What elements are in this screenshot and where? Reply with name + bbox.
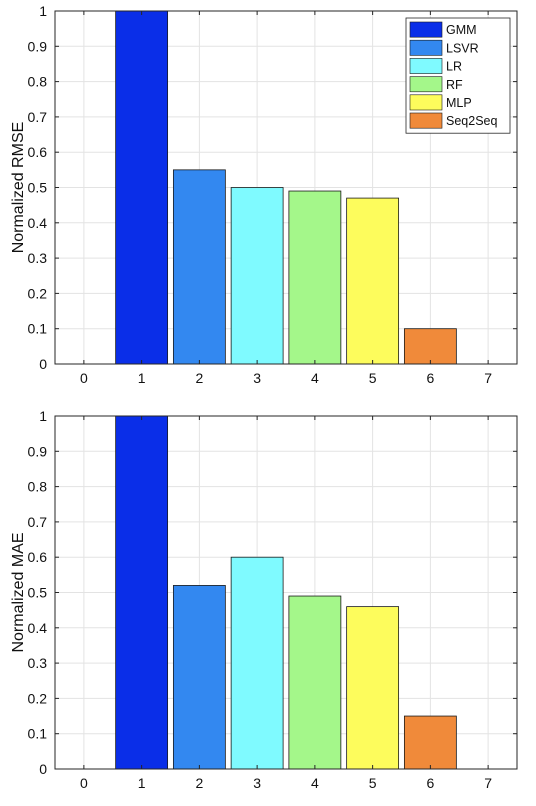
bar-lr bbox=[230, 187, 284, 365]
x-tick-label: 4 bbox=[311, 370, 319, 386]
bar-x6 bbox=[403, 715, 457, 770]
y-axis-label: Normalized RMSE bbox=[10, 122, 27, 254]
y-tick-label: 0.6 bbox=[28, 549, 48, 565]
bar-lsvr bbox=[172, 169, 226, 365]
x-tick-label: 1 bbox=[138, 370, 146, 386]
legend: GMM LSVR LR RF MLP Seq2Seq bbox=[405, 17, 511, 134]
x-tick-label: 0 bbox=[80, 370, 88, 386]
legend-swatch bbox=[409, 21, 443, 38]
mae-chart: 0 1 2 3 4 5 6 7 0 0.1 0.2 0.3 0.4 0.5 0.6 0.7 0.8 0.9 1 Nor… bbox=[10, 408, 518, 791]
y-tick-label: 0.1 bbox=[28, 726, 48, 742]
legend-swatch bbox=[409, 39, 443, 56]
y-tick-label: 0.9 bbox=[28, 443, 48, 459]
y-tick-label: 0 bbox=[39, 356, 47, 372]
y-axis-label: Normalized MAE bbox=[10, 532, 27, 652]
bar-mlp bbox=[346, 197, 400, 365]
bar-seq2seq bbox=[403, 328, 457, 365]
legend-entry: Seq2Seq bbox=[446, 114, 497, 128]
x-tick-label: 6 bbox=[426, 370, 434, 386]
bar-x5 bbox=[346, 606, 400, 770]
legend-entry: RF bbox=[446, 78, 463, 92]
x-tick-label: 3 bbox=[253, 775, 261, 791]
x-tick-label: 3 bbox=[253, 370, 261, 386]
x-tick-label: 2 bbox=[195, 370, 203, 386]
y-tick-label: 0.5 bbox=[28, 585, 48, 601]
legend-entry: MLP bbox=[446, 96, 472, 110]
legend-entry: LSVR bbox=[446, 41, 479, 55]
x-tick-label: 1 bbox=[138, 775, 146, 791]
bar-x2 bbox=[172, 585, 226, 770]
y-tick-label: 0.2 bbox=[28, 690, 48, 706]
y-tick-label: 0.2 bbox=[28, 285, 48, 301]
x-tick-label: 5 bbox=[369, 370, 377, 386]
x-tick-label: 7 bbox=[484, 370, 492, 386]
y-tick-label: 0.4 bbox=[28, 620, 48, 636]
y-tick-label: 0.8 bbox=[28, 74, 48, 90]
legend-swatch bbox=[409, 76, 443, 93]
x-tick-label: 2 bbox=[195, 775, 203, 791]
bar-x1 bbox=[115, 415, 169, 770]
x-tick-label: 5 bbox=[369, 775, 377, 791]
x-tick-label: 6 bbox=[426, 775, 434, 791]
y-tick-label: 0.6 bbox=[28, 144, 48, 160]
y-tick-label: 0.9 bbox=[28, 38, 48, 54]
y-tick-label: 0.7 bbox=[28, 109, 48, 125]
y-tick-label: 0.7 bbox=[28, 514, 48, 530]
y-tick-label: 0.1 bbox=[28, 321, 48, 337]
y-tick-label: 0 bbox=[39, 761, 47, 777]
legend-entry: GMM bbox=[446, 23, 477, 37]
x-tick-label: 7 bbox=[484, 775, 492, 791]
y-tick-label: 0.8 bbox=[28, 479, 48, 495]
legend-swatch bbox=[409, 112, 443, 129]
y-tick-label: 1 bbox=[39, 408, 47, 424]
bar-gmm bbox=[115, 10, 169, 365]
y-tick-label: 0.4 bbox=[28, 215, 48, 231]
bar-x3 bbox=[230, 556, 284, 770]
x-tick-label: 4 bbox=[311, 775, 319, 791]
x-tick-label: 0 bbox=[80, 775, 88, 791]
bar-rf bbox=[288, 190, 342, 365]
legend-swatch bbox=[409, 94, 443, 111]
y-tick-label: 0.5 bbox=[28, 180, 48, 196]
legend-swatch bbox=[409, 58, 443, 74]
legend-entry: LR bbox=[446, 60, 462, 74]
bar-x4 bbox=[288, 595, 342, 770]
rmse-chart: 0 1 2 3 4 5 6 7 0 0.1 0.2 0.3 0.4 0.5 0.6 0.7 0.8 0.9 1 Nor… bbox=[10, 3, 518, 386]
y-tick-label: 0.3 bbox=[28, 250, 48, 266]
y-tick-label: 1 bbox=[39, 3, 47, 19]
y-tick-label: 0.3 bbox=[28, 655, 48, 671]
